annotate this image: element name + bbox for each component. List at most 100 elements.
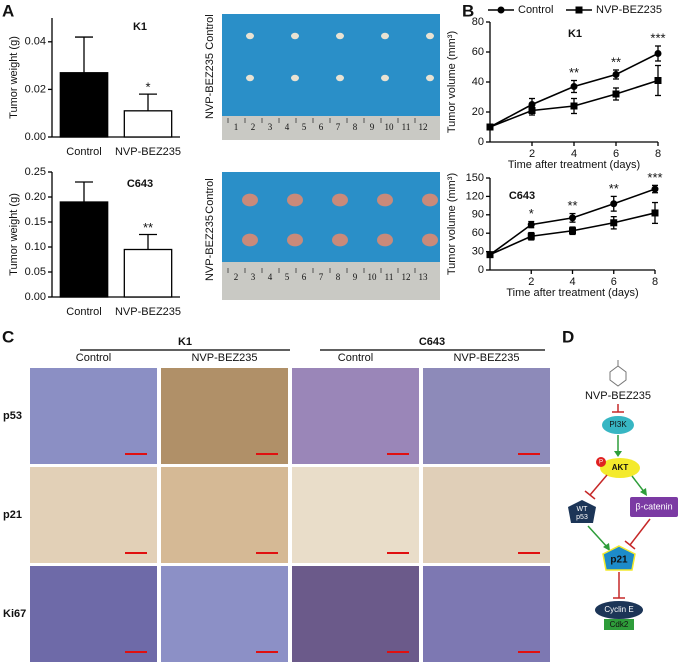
y-tick-label: 150 (466, 172, 484, 184)
chart-title: C643 (509, 190, 535, 202)
chart-title: K1 (133, 21, 147, 33)
y-axis-label: Tumor volume (mm³) (446, 173, 458, 275)
significance: * (529, 206, 534, 221)
node-label: AKT (612, 463, 629, 472)
tumor (377, 193, 393, 207)
ruler-number: 2 (251, 122, 256, 132)
y-tick-label: 120 (466, 190, 484, 202)
photo-row-label: NVP-BEZ235 (204, 215, 216, 281)
marker (569, 214, 576, 222)
ruler-number: 12 (419, 122, 428, 132)
ruler-number: 7 (319, 272, 324, 282)
node-label: P (599, 460, 603, 466)
y-tick-label: 90 (472, 209, 484, 221)
inhibit (584, 490, 596, 500)
y-tick-label: 40 (472, 76, 484, 88)
ruler-number: 9 (370, 122, 375, 132)
ihc-image (292, 368, 419, 464)
x-tick-label: 6 (613, 148, 619, 160)
x-tick-label: 8 (655, 148, 661, 160)
ruler-number: 11 (402, 122, 411, 132)
y-tick-label: 0.20 (25, 191, 46, 203)
tumor (242, 193, 258, 207)
tumor (426, 32, 434, 40)
y-tick-label: 60 (472, 46, 484, 58)
tumor (332, 193, 348, 207)
ihc-image (30, 368, 157, 464)
y-tick-label: 60 (472, 227, 484, 239)
marker (612, 71, 620, 78)
row-label: p53 (3, 410, 22, 422)
node-label: WT (577, 506, 589, 513)
ihc-image (161, 368, 288, 464)
significance: ** (569, 65, 579, 80)
y-tick-label: 0.15 (25, 216, 46, 228)
y-tick-label: 20 (472, 106, 484, 118)
marker (651, 185, 659, 193)
significance: *** (650, 30, 665, 45)
drug-label: NVP-BEZ235 (585, 390, 651, 402)
x-tick-label: NVP-BEZ235 (115, 146, 181, 158)
ruler-number: 4 (268, 272, 273, 282)
chart-title: C643 (127, 178, 153, 190)
node-p53 (568, 500, 596, 523)
ruler-number: 5 (302, 122, 307, 132)
tumor (242, 233, 258, 247)
significance: ** (609, 181, 619, 196)
legend-label: NVP-BEZ235 (596, 4, 662, 16)
marker (610, 200, 618, 208)
phospho (596, 457, 606, 467)
ruler-number: 1 (234, 122, 239, 132)
row-label: p21 (3, 509, 22, 521)
legend-label: Control (518, 4, 553, 16)
marker (654, 77, 662, 84)
x-tick-label: 4 (571, 148, 577, 160)
ihc-image (292, 566, 419, 662)
bar (59, 201, 109, 298)
ruler-number: 6 (302, 272, 307, 282)
x-tick-label: NVP-BEZ235 (115, 306, 181, 318)
node-label: p53 (576, 514, 588, 521)
node-akt (600, 458, 640, 478)
ruler-number: 13 (419, 272, 429, 282)
bar (59, 72, 109, 138)
tumor (381, 74, 389, 82)
panel-letter: D (562, 327, 574, 346)
marker (570, 102, 578, 110)
tumor (291, 32, 299, 40)
ruler-number: 5 (285, 272, 290, 282)
group-label: K1 (178, 336, 192, 348)
y-axis-label: Tumor volume (mm³) (446, 31, 458, 133)
node-cdk2 (604, 619, 634, 630)
x-tick-label: Control (66, 146, 101, 158)
ihc-image (161, 566, 288, 662)
ruler-number: 8 (353, 122, 358, 132)
x-tick-label: 8 (652, 276, 658, 288)
y-tick-label: 0.10 (25, 241, 46, 253)
ihc-image (423, 467, 550, 563)
ruler-number: 3 (268, 122, 273, 132)
marker (654, 50, 662, 57)
tumor (246, 32, 254, 40)
activate (587, 525, 609, 549)
molecule-icon (609, 360, 627, 387)
marker (528, 107, 536, 114)
arrow-head (614, 451, 622, 457)
panel-letter: A (2, 1, 14, 20)
ruler-number: 8 (336, 272, 341, 282)
column-label: NVP-BEZ235 (453, 352, 519, 364)
y-tick-label: 0 (478, 136, 484, 148)
significance: * (145, 80, 150, 95)
node-p21 (602, 545, 636, 571)
marker (527, 232, 535, 240)
ruler-number: 10 (368, 272, 378, 282)
marker (612, 90, 620, 98)
inhibit (589, 474, 608, 496)
y-axis-label: Tumor weight (g) (8, 36, 20, 119)
y-tick-label: 0.25 (25, 166, 46, 178)
column-label: Control (338, 352, 373, 364)
tumor (422, 233, 438, 247)
x-tick-label: 2 (529, 148, 535, 160)
